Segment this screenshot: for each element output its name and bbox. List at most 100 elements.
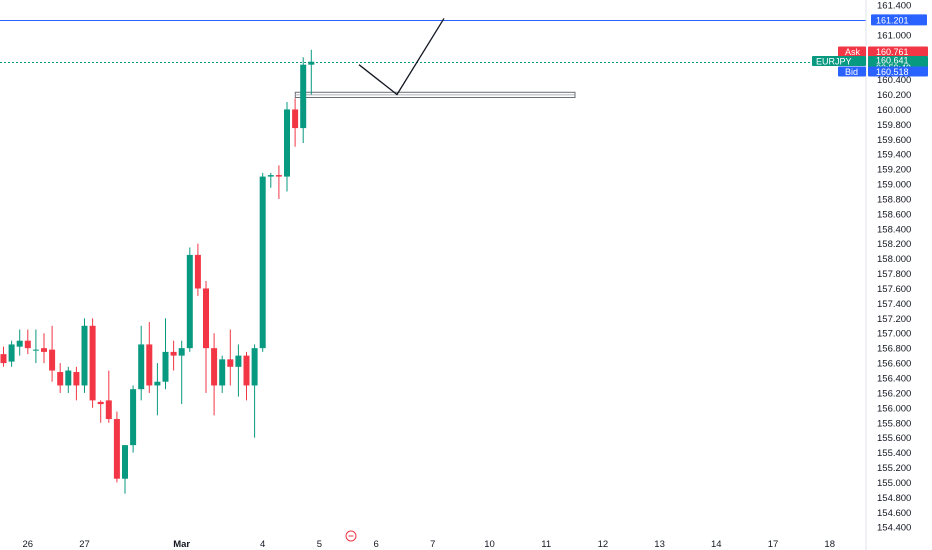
ask-label: Ask [845,47,861,57]
y-tick-label: 155.800 [877,418,911,429]
candle-body [300,64,307,129]
y-tick-label: 156.400 [877,374,911,385]
candle[interactable] [292,98,299,147]
candle-body [186,254,193,349]
y-tick-label: 160.000 [877,105,911,116]
projection-line[interactable] [358,18,445,96]
y-tick-label: 155.600 [877,433,911,444]
candle[interactable] [259,172,266,352]
time-axis[interactable]: 26 27 Mar 4 5 6 7 10 11 12 13 14 17 18 [23,539,835,550]
bid-label-tag [838,66,866,77]
candles[interactable] [0,49,315,494]
candle[interactable] [203,281,209,393]
candle-body [41,348,47,352]
candle[interactable] [16,329,23,356]
x-tick-label: 12 [598,539,609,550]
candle-body [16,340,23,347]
y-tick-label: 158.200 [877,239,911,250]
candle-body [122,445,128,479]
bid-value-tag [868,66,928,77]
candle[interactable] [308,49,315,95]
x-tick-label: 6 [373,539,378,550]
candle[interactable] [267,172,274,188]
candle[interactable] [300,57,307,144]
candle-body [292,109,299,129]
y-tick-label: 155.000 [877,478,911,489]
candle[interactable] [146,322,153,393]
candle[interactable] [57,363,64,393]
candle[interactable] [219,355,226,393]
x-tick-label: 11 [541,539,551,550]
candle[interactable] [235,344,242,397]
candle[interactable] [284,101,290,192]
candle-body [32,349,39,351]
x-tick-label: Mar [173,539,190,550]
symbol-label: EURJPY [816,57,852,67]
candle[interactable] [194,243,201,296]
candle-body [211,348,218,386]
candle[interactable] [89,318,96,408]
candle[interactable] [227,329,234,386]
y-tick-label: 157.000 [877,329,911,340]
candle[interactable] [154,363,161,416]
y-tick-label: 154.400 [877,523,911,534]
candle[interactable] [138,325,145,401]
candle[interactable] [211,333,218,416]
candle-body [203,288,209,349]
candle[interactable] [8,340,15,367]
candle[interactable] [81,318,88,393]
x-tick-label: 17 [768,539,779,550]
candle[interactable] [243,351,250,401]
candle[interactable] [65,366,72,393]
candle-body [219,359,226,386]
x-tick-label: 18 [824,539,835,550]
candle[interactable] [162,318,169,390]
y-tick-label: 159.800 [877,120,911,131]
bid-label: Bid [845,67,858,77]
candle[interactable] [113,411,120,483]
candle[interactable] [122,445,128,494]
y-tick-label: 159.000 [877,180,911,191]
candle[interactable] [170,340,177,371]
candle-body [8,344,15,362]
candle-body [235,355,242,367]
candle-body [243,355,250,386]
x-tick-label: 4 [260,539,265,550]
projection-path [358,18,445,96]
hline-price-tag-text: 161.201 [876,15,909,25]
candle[interactable] [251,344,258,438]
candle-body [130,389,137,446]
candle-body [267,175,274,177]
candle[interactable] [49,325,56,382]
candle-body [170,351,177,356]
candle-body [0,354,7,364]
price-tags: 161.201Ask160.761EURJPY160.64103:59:49Bi… [812,14,928,77]
candle[interactable] [32,329,39,364]
candle-body [138,344,145,390]
candle[interactable] [275,165,282,199]
y-tick-label: 158.600 [877,209,911,220]
candle-body [154,381,161,386]
y-tick-label: 155.400 [877,448,911,459]
candle-body [105,400,112,420]
candle[interactable] [130,385,137,453]
candle[interactable] [178,340,185,405]
candle-body [97,401,104,405]
goto-realtime-icon[interactable] [345,530,357,542]
candle[interactable] [186,247,193,352]
candle[interactable] [41,333,47,364]
y-tick-label: 154.600 [877,508,911,519]
candle[interactable] [97,400,104,423]
y-tick-label: 157.800 [877,269,911,280]
candle-body [49,349,56,371]
candle[interactable] [0,346,7,367]
candle[interactable] [24,329,31,355]
y-tick-label: 161.400 [877,1,911,12]
candle-body [178,348,185,356]
price-axis[interactable]: 161.400161.000160.600160.400160.200160.0… [877,1,911,534]
candle[interactable] [73,366,80,401]
candle-body [65,370,72,386]
ask-value: 160.761 [876,47,909,57]
candle[interactable] [105,370,112,423]
